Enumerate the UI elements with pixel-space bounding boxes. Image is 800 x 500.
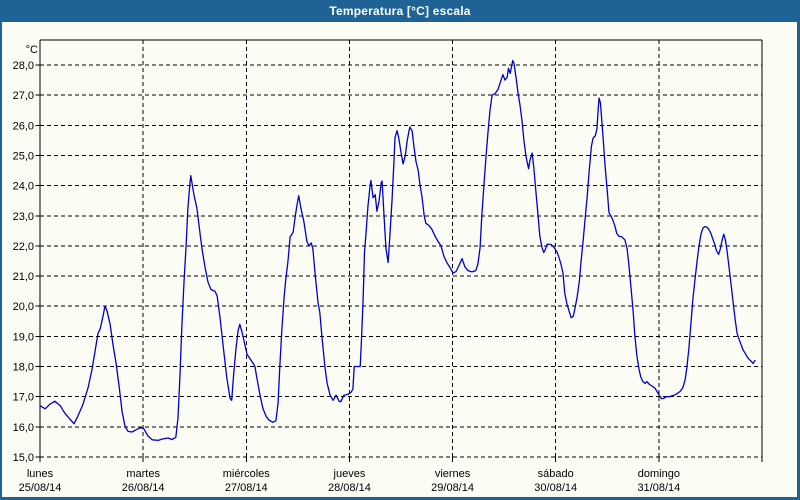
y-tick-label: 28,0 [13,60,34,72]
window-title: Temperatura [°C] escala [329,4,471,18]
x-day-name-label: viernes [435,468,471,480]
x-day-date-label: 28/08/14 [328,482,371,494]
x-day-date-label: 25/08/14 [19,482,62,494]
x-day-name-label: lunes [27,468,54,480]
y-tick-label: 20,0 [13,301,34,313]
chart-panel [2,22,797,497]
y-tick-label: 18,0 [13,362,34,374]
x-day-date-label: 31/08/14 [637,482,680,494]
y-tick-label: 26,0 [13,120,34,132]
y-tick-label: 27,0 [13,90,34,102]
x-day-name-label: sábado [538,468,574,480]
x-day-name-label: domingo [638,468,680,480]
x-day-date-label: 30/08/14 [534,482,577,494]
y-tick-label: 24,0 [13,181,34,193]
x-day-date-label: 27/08/14 [225,482,268,494]
x-day-name-label: miércoles [223,468,271,480]
y-tick-label: 16,0 [13,422,34,434]
y-tick-label: 17,0 [13,392,34,404]
x-day-date-label: 26/08/14 [122,482,165,494]
temperature-series-line [39,59,756,442]
y-axis-unit-label: °C [26,44,38,56]
y-tick-label: 22,0 [13,241,34,253]
y-tick-label: 25,0 [13,150,34,162]
y-tick-label: 21,0 [13,271,34,283]
x-day-name-label: martes [126,468,160,480]
y-tick-label: 19,0 [13,331,34,343]
x-day-name-label: jueves [333,468,366,480]
window-titlebar[interactable]: Temperatura [°C] escala [0,0,800,22]
y-tick-label: 23,0 [13,211,34,223]
y-tick-label: 15,0 [13,452,34,464]
x-day-date-label: 29/08/14 [431,482,474,494]
